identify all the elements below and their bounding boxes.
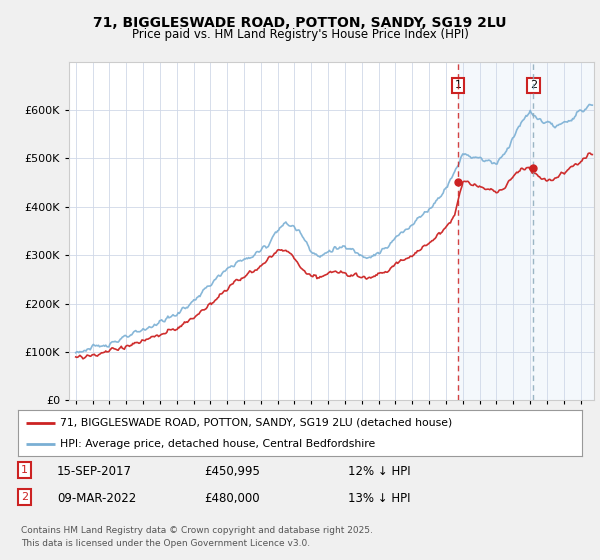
Text: Contains HM Land Registry data © Crown copyright and database right 2025.
This d: Contains HM Land Registry data © Crown c…: [21, 526, 373, 548]
Text: 2: 2: [21, 492, 28, 502]
Text: HPI: Average price, detached house, Central Bedfordshire: HPI: Average price, detached house, Cent…: [60, 439, 376, 449]
Text: 1: 1: [21, 465, 28, 475]
Text: 1: 1: [455, 80, 461, 90]
Text: 71, BIGGLESWADE ROAD, POTTON, SANDY, SG19 2LU: 71, BIGGLESWADE ROAD, POTTON, SANDY, SG1…: [93, 16, 507, 30]
Bar: [458, 62, 600, 400]
Text: 2: 2: [530, 80, 537, 90]
Text: 15-SEP-2017: 15-SEP-2017: [57, 465, 132, 478]
Text: Price paid vs. HM Land Registry's House Price Index (HPI): Price paid vs. HM Land Registry's House …: [131, 28, 469, 41]
Text: £480,000: £480,000: [204, 492, 260, 505]
Text: £450,995: £450,995: [204, 465, 260, 478]
Text: 71, BIGGLESWADE ROAD, POTTON, SANDY, SG19 2LU (detached house): 71, BIGGLESWADE ROAD, POTTON, SANDY, SG1…: [60, 418, 452, 428]
Text: 13% ↓ HPI: 13% ↓ HPI: [348, 492, 410, 505]
Text: 12% ↓ HPI: 12% ↓ HPI: [348, 465, 410, 478]
Text: 09-MAR-2022: 09-MAR-2022: [57, 492, 136, 505]
